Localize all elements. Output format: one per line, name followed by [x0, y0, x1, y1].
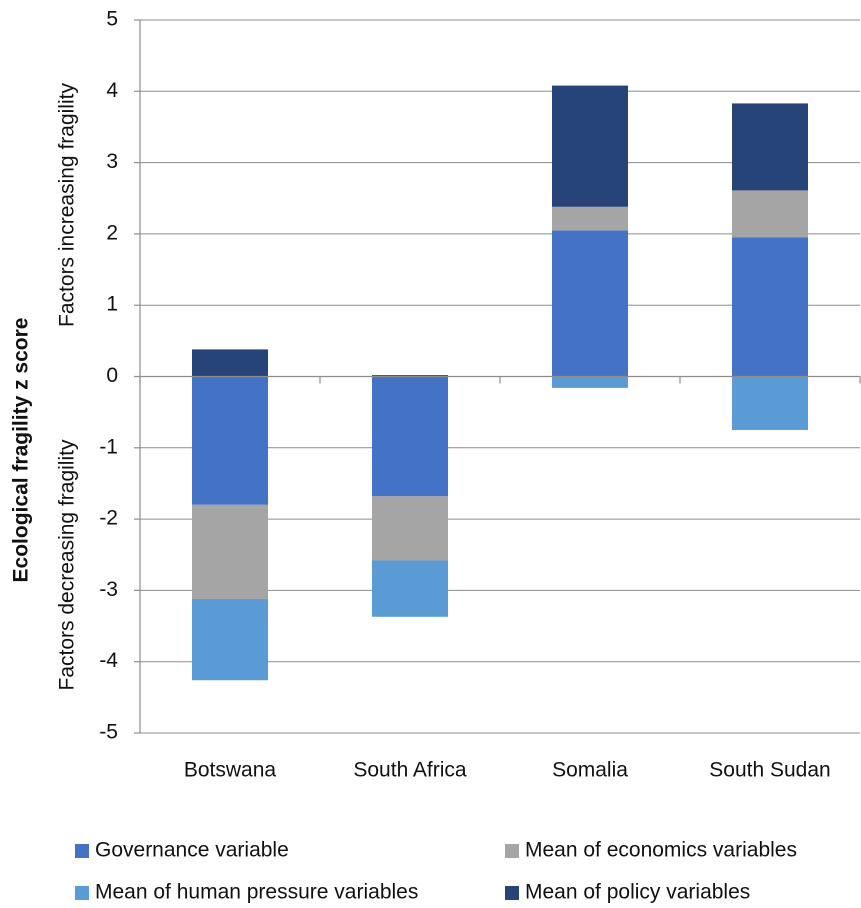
bar-segment [732, 237, 808, 377]
bar-segment [192, 376, 268, 505]
annotation: Factors increasing fragility [56, 83, 79, 327]
legend-swatch [75, 886, 89, 900]
x-tick-label: South Sudan [709, 759, 830, 782]
bar-segment [732, 103, 808, 191]
x-tick-label: Somalia [552, 759, 628, 782]
y-tick-label: 4 [106, 79, 118, 102]
bar-segment [192, 598, 268, 681]
y-tick-label: 5 [106, 8, 118, 31]
y-tick-label: 3 [106, 150, 118, 173]
bar-segment [552, 230, 628, 377]
x-tick-label: South Africa [353, 759, 467, 782]
y-axis-title: Ecological fragility z score [10, 318, 33, 583]
bar-segment [372, 375, 448, 377]
bar-segment [192, 504, 268, 599]
legend-swatch [505, 886, 519, 900]
bar-segment [192, 349, 268, 377]
legend-swatch [75, 844, 89, 858]
y-tick-label: 0 [106, 364, 118, 387]
bar-segment [552, 376, 628, 388]
bar-segment [552, 85, 628, 207]
legend-label: Mean of policy variables [525, 881, 750, 904]
y-tick-label: -5 [99, 721, 118, 744]
legend-label: Governance variable [95, 839, 289, 862]
bar-segment [372, 376, 448, 497]
legend-label: Mean of human pressure variables [95, 881, 418, 904]
bar-segment [732, 190, 808, 238]
x-tick-label: Botswana [184, 759, 277, 782]
y-tick-label: -3 [99, 578, 118, 601]
bar-segment [732, 376, 808, 430]
y-tick-label: 1 [106, 293, 118, 316]
annotation: Factors decreasing fragility [56, 439, 79, 690]
y-tick-label: -2 [99, 507, 118, 530]
legend-label: Mean of economics variables [525, 839, 797, 862]
y-tick-label: -1 [99, 435, 118, 458]
bar-segment [372, 496, 448, 561]
bar-segment [552, 206, 628, 231]
bar-segment [372, 560, 448, 617]
y-tick-label: 2 [106, 221, 118, 244]
y-tick-label: -4 [99, 649, 118, 672]
legend-swatch [505, 844, 519, 858]
